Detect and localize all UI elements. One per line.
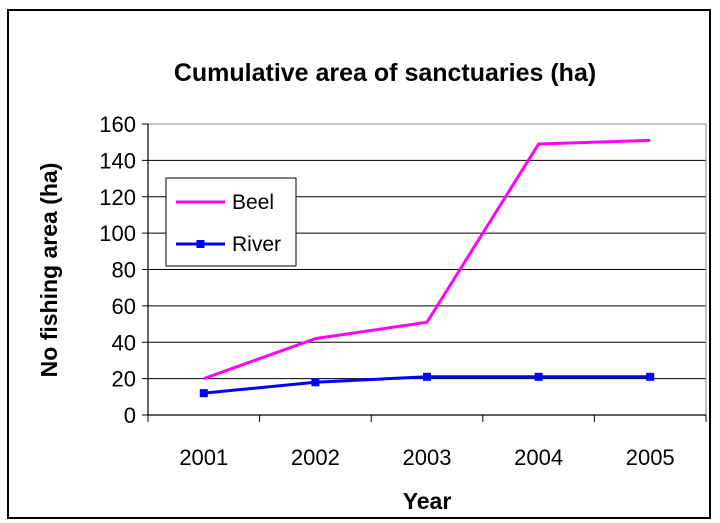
chart-frame: [7, 9, 711, 519]
series-group: [199, 138, 655, 398]
data-point-river: [199, 389, 208, 398]
y-tick-label: 80: [112, 258, 136, 283]
y-tick-label: 100: [99, 221, 136, 246]
x-axis-title: Year: [403, 488, 452, 514]
data-point-river: [646, 372, 655, 381]
legend-marker: [196, 240, 205, 248]
x-tick-label: 2003: [403, 445, 452, 470]
y-tick-label: 20: [112, 367, 136, 392]
legend: Beel River: [165, 177, 297, 267]
y-axis-title: No fishing area (ha): [36, 163, 62, 378]
x-tick-labels: 2001 2002 2003 2004 2005: [179, 445, 674, 470]
axes: [142, 123, 707, 422]
data-point-river: [423, 372, 431, 381]
x-tick-label: 2005: [626, 445, 675, 470]
x-tick-label: 2004: [514, 445, 563, 470]
data-point-river: [311, 378, 320, 387]
x-tick-label: 2001: [179, 445, 228, 470]
y-tick-label: 120: [99, 185, 136, 210]
data-point-river: [534, 372, 543, 381]
y-tick-labels: 0 20 40 60 80 100 120 140 160: [99, 112, 136, 428]
chart-title: Cumulative area of sanctuaries (ha): [174, 59, 596, 87]
y-tick-label: 0: [124, 403, 136, 428]
y-tick-label: 60: [112, 294, 136, 319]
y-tick-label: 160: [99, 112, 136, 137]
legend-label: Beel: [232, 191, 274, 214]
legend-box: [165, 177, 297, 267]
y-tick-label: 40: [112, 330, 136, 355]
legend-label: River: [232, 233, 281, 256]
x-tick-label: 2002: [291, 445, 340, 470]
y-tick-label: 140: [99, 148, 136, 173]
series-line-beel: [203, 138, 651, 381]
